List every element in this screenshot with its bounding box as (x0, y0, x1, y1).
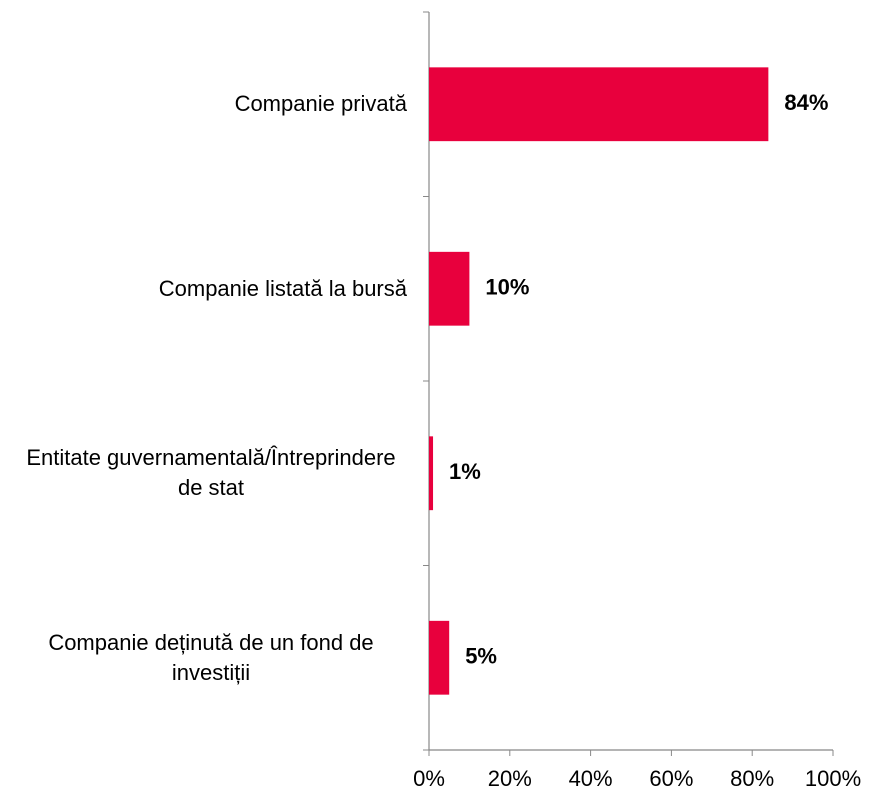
category-label-box: Companie listată la bursă (0, 229, 407, 349)
bar (429, 67, 769, 142)
category-label: Entitate guvernamentală/Întreprindere de… (26, 445, 396, 501)
category-label: Companie privată (234, 91, 407, 117)
bar (429, 251, 470, 326)
x-tick-label: 20% (488, 766, 532, 791)
x-tick-label: 40% (569, 766, 613, 791)
data-label: 10% (485, 275, 529, 300)
x-tick-label: 60% (649, 766, 693, 791)
category-label-box: Entitate guvernamentală/Întreprindere de… (0, 413, 407, 533)
data-label: 5% (465, 644, 497, 669)
x-tick-label: 0% (413, 766, 445, 791)
x-tick-label: 80% (730, 766, 774, 791)
category-label-box: Companie deținută de un fond de investiț… (0, 598, 407, 718)
data-label: 1% (449, 459, 481, 484)
bar (429, 620, 450, 695)
data-label: 84% (784, 90, 828, 115)
category-label: Companie deținută de un fond de investiț… (48, 629, 374, 685)
category-label-box: Companie privată (0, 44, 407, 164)
x-tick-label: 100% (805, 766, 861, 791)
bar (429, 436, 434, 511)
category-label: Companie listată la bursă (158, 275, 407, 301)
